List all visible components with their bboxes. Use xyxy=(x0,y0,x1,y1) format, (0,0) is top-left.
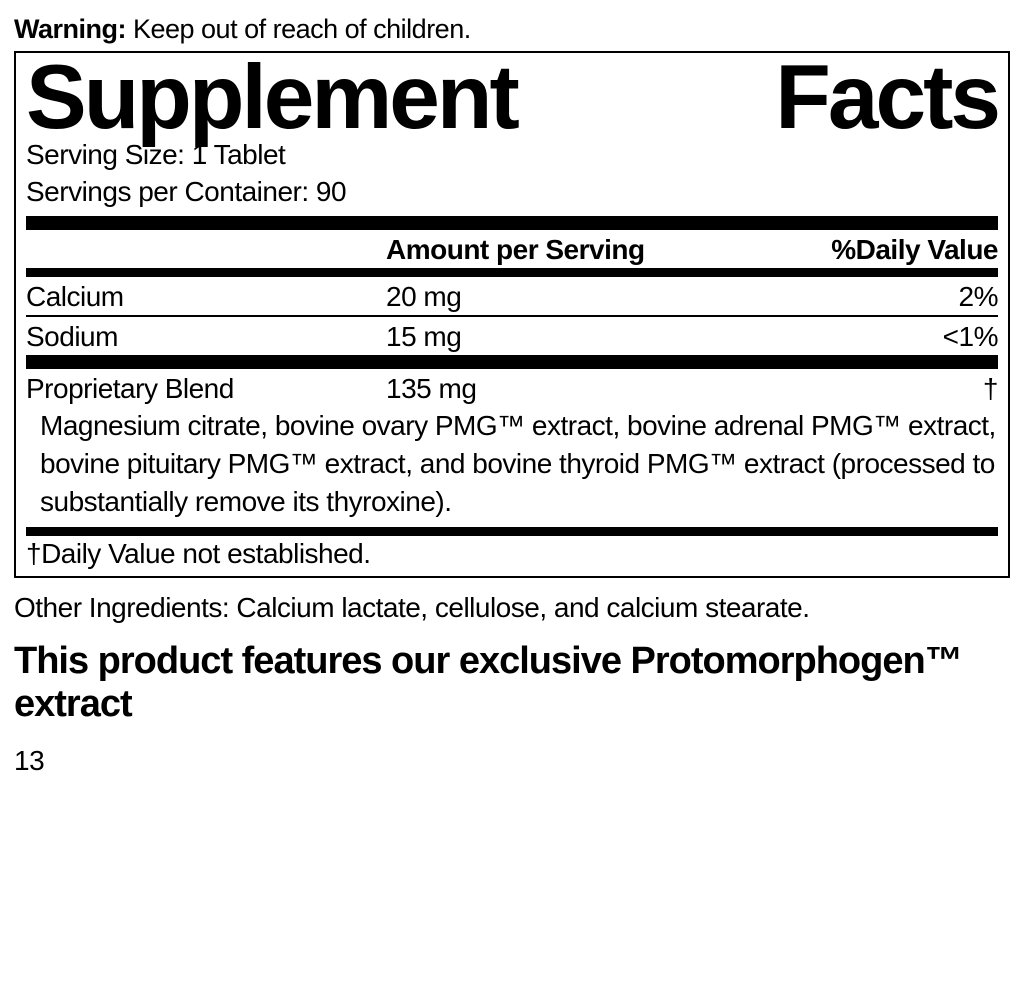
table-row: Sodium 15 mg <1% xyxy=(26,317,998,355)
blend-row: Proprietary Blend 135 mg † xyxy=(26,369,998,407)
servings-per-container: Servings per Container: 90 xyxy=(26,174,998,210)
nutrient-name: Sodium xyxy=(26,321,386,353)
warning-text: Keep out of reach of children. xyxy=(126,14,471,44)
supplement-facts-panel: Supplement Facts Serving Size: 1 Tablet … xyxy=(14,51,1010,578)
panel-title: Supplement Facts xyxy=(26,53,998,141)
header-dv: %Daily Value xyxy=(788,234,998,266)
rule xyxy=(26,216,998,230)
nutrient-dv: 2% xyxy=(788,281,998,313)
dv-note: †Daily Value not established. xyxy=(26,536,998,570)
rule xyxy=(26,527,998,536)
warning-line: Warning: Keep out of reach of children. xyxy=(14,14,1010,45)
title-word-supplement: Supplement xyxy=(26,55,517,141)
footer-number: 13 xyxy=(14,745,1010,777)
blend-dv: † xyxy=(788,373,998,405)
nutrient-dv: <1% xyxy=(788,321,998,353)
title-word-facts: Facts xyxy=(775,55,998,141)
table-row: Calcium 20 mg 2% xyxy=(26,277,998,315)
rule xyxy=(26,268,998,277)
nutrient-amount: 15 mg xyxy=(386,321,788,353)
other-ingredients: Other Ingredients: Calcium lactate, cell… xyxy=(14,592,1010,624)
blend-name: Proprietary Blend xyxy=(26,373,386,405)
nutrient-name: Calcium xyxy=(26,281,386,313)
header-amount: Amount per Serving xyxy=(386,234,788,266)
serving-info: Serving Size: 1 Tablet Servings per Cont… xyxy=(26,137,998,210)
nutrient-amount: 20 mg xyxy=(386,281,788,313)
blend-amount: 135 mg xyxy=(386,373,788,405)
warning-label: Warning: xyxy=(14,14,126,44)
rule xyxy=(26,355,998,369)
feature-statement: This product features our exclusive Prot… xyxy=(14,640,1010,727)
table-header: Amount per Serving %Daily Value xyxy=(26,230,998,268)
blend-description: Magnesium citrate, bovine ovary PMG™ ext… xyxy=(26,407,998,526)
header-spacer xyxy=(26,234,386,266)
